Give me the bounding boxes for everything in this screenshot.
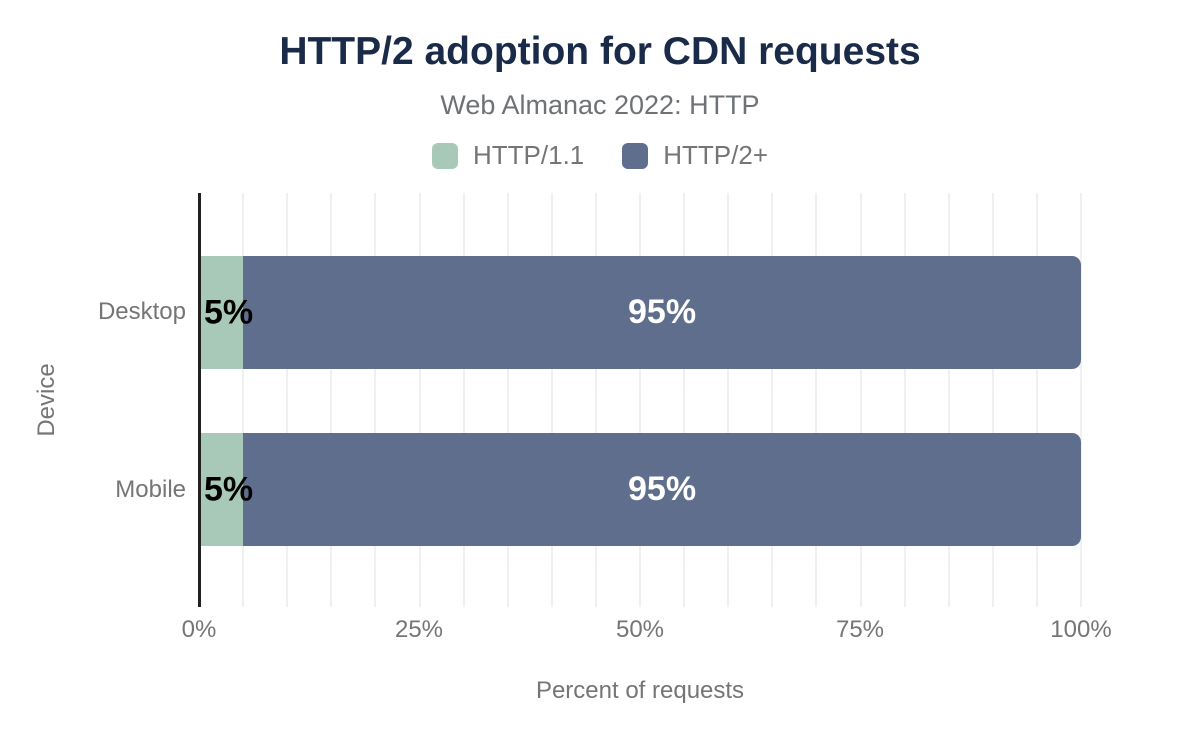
bar-desktop: 5% 95% bbox=[199, 256, 1081, 369]
legend-item-http11: HTTP/1.1 bbox=[432, 140, 584, 171]
gridline bbox=[639, 193, 641, 607]
gridline bbox=[771, 193, 774, 607]
bar-desktop-http11-segment: 5% bbox=[199, 256, 253, 369]
gridline bbox=[594, 193, 597, 607]
gridline bbox=[815, 193, 818, 607]
bar-mobile-http11-value: 5% bbox=[204, 470, 254, 508]
gridline bbox=[462, 193, 465, 607]
x-axis-title: Percent of requests bbox=[535, 677, 745, 704]
gridlines bbox=[199, 193, 1082, 607]
legend-item-http2plus: HTTP/2+ bbox=[622, 140, 768, 171]
gridline bbox=[903, 193, 906, 607]
gridline bbox=[947, 193, 950, 607]
bar-mobile-http2plus-value: 95% bbox=[628, 470, 697, 508]
bar-desktop-http11-value: 5% bbox=[204, 293, 254, 331]
gridline bbox=[550, 193, 553, 607]
gridline bbox=[286, 193, 289, 607]
bar-desktop-http2plus-value: 95% bbox=[628, 293, 697, 331]
gridline bbox=[683, 193, 686, 607]
chart-subtitle: Web Almanac 2022: HTTP bbox=[440, 90, 760, 120]
category-label-desktop: Desktop bbox=[97, 298, 186, 325]
gridline bbox=[330, 193, 333, 607]
gridline bbox=[418, 193, 421, 607]
plot-area: 5% 95% 5% 95% bbox=[198, 193, 1082, 607]
gridline bbox=[506, 193, 509, 607]
x-tick-50: 50% bbox=[615, 616, 665, 643]
bar-desktop-http2plus-segment: 95% bbox=[243, 256, 1081, 369]
y-axis-line bbox=[198, 193, 201, 607]
gridline bbox=[1035, 193, 1038, 607]
legend-swatch-http2plus bbox=[622, 142, 649, 169]
x-tick-75: 75% bbox=[835, 616, 885, 643]
bar-mobile-http2plus-segment: 95% bbox=[243, 433, 1081, 546]
gridline bbox=[242, 193, 245, 607]
chart-title: HTTP/2 adoption for CDN requests bbox=[279, 30, 921, 73]
legend-swatch-http11 bbox=[432, 142, 458, 169]
category-label-mobile: Mobile bbox=[115, 476, 186, 503]
gridline bbox=[991, 193, 994, 607]
y-axis-title: Device bbox=[33, 363, 60, 437]
gridline bbox=[859, 193, 862, 607]
x-tick-100: 100% bbox=[1050, 616, 1112, 643]
gridline bbox=[374, 193, 377, 607]
x-tick-25: 25% bbox=[394, 616, 444, 643]
bar-mobile-http11-segment: 5% bbox=[199, 433, 253, 546]
legend-label-http2plus: HTTP/2+ bbox=[663, 140, 768, 170]
bar-mobile: 5% 95% bbox=[199, 433, 1081, 546]
legend: HTTP/1.1 HTTP/2+ bbox=[0, 140, 1200, 171]
legend-label-http11: HTTP/1.1 bbox=[473, 140, 585, 170]
x-tick-0: 0% bbox=[181, 616, 217, 643]
gridline bbox=[727, 193, 730, 607]
gridline bbox=[1080, 193, 1082, 607]
